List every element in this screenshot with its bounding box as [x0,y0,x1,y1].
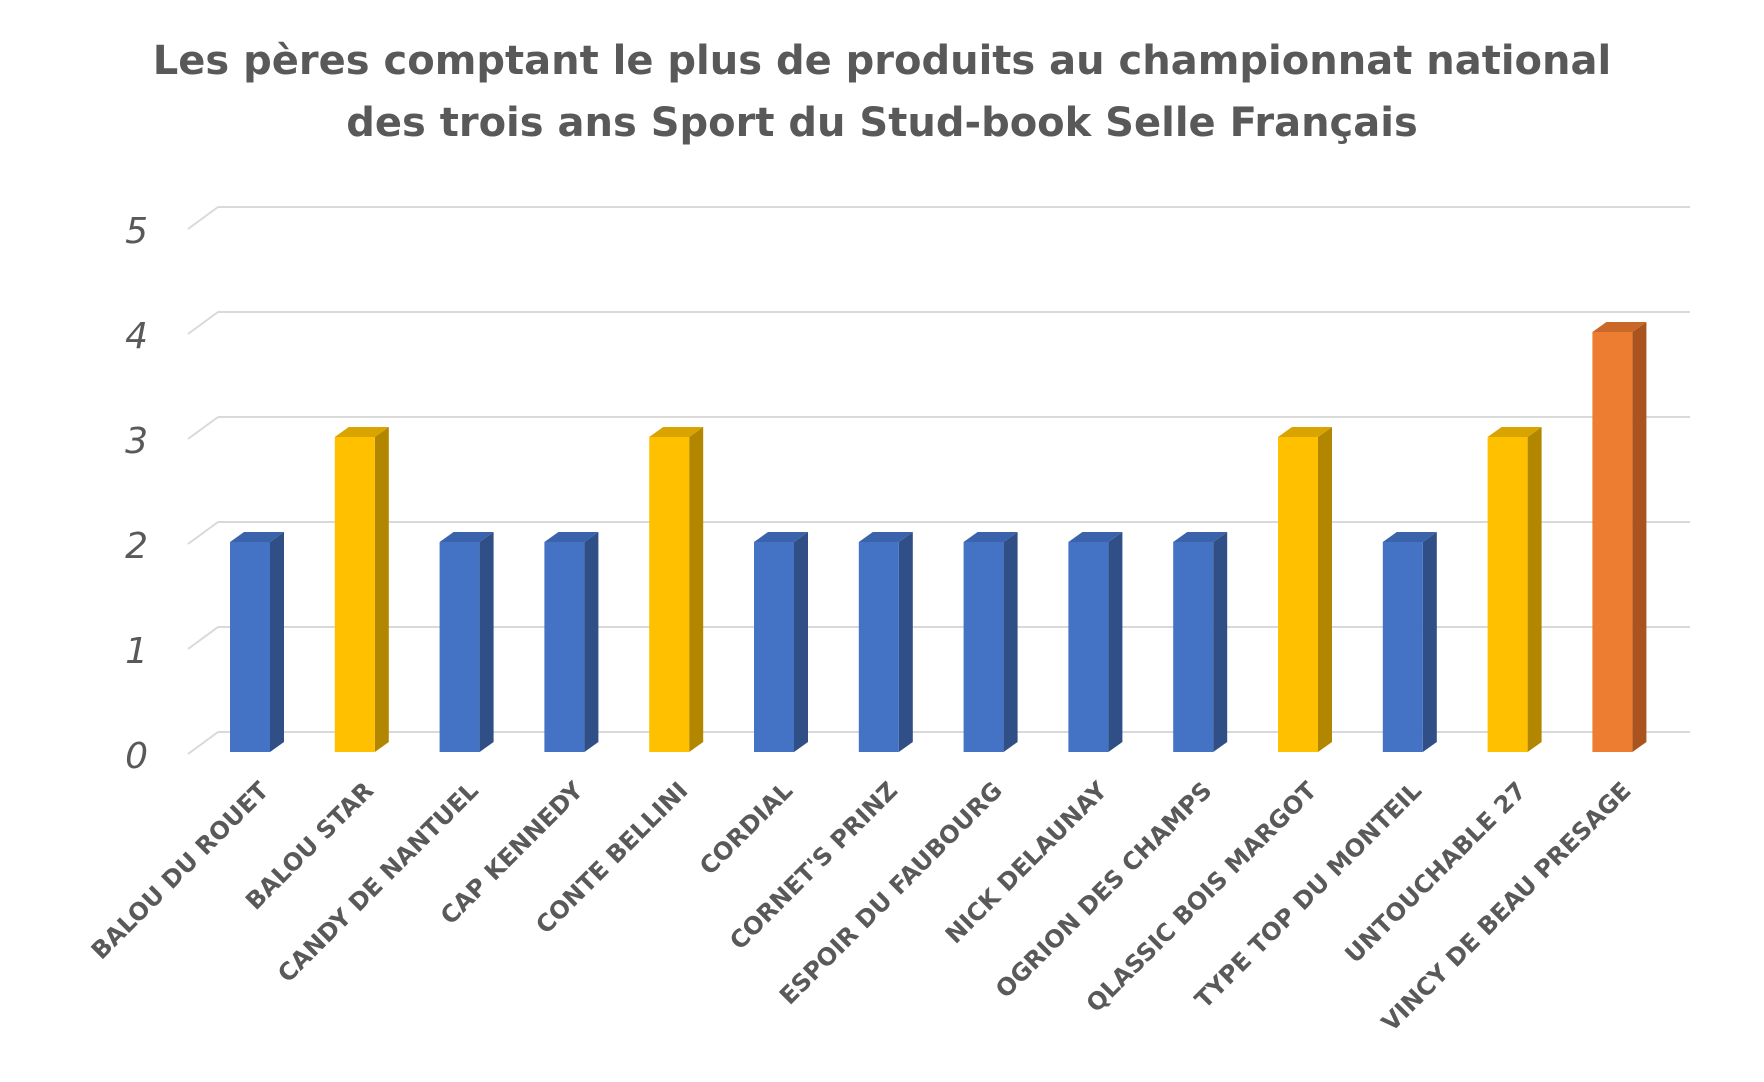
y-tick-label: 4 [125,316,148,357]
y-tick-label: 0 [125,736,148,777]
bar [1487,427,1542,752]
y-tick-label: 3 [125,421,148,462]
bar [1382,532,1437,752]
x-tick-label: TYPE TOP DU MONTEIL [1189,776,1427,1014]
bar [754,532,808,752]
x-tick-label: ESPOIR DU FAUBOURG [774,776,1008,1010]
bar [230,532,284,752]
gridline [187,206,1690,230]
gridline [187,731,1690,755]
x-tick-label: BALOU DU ROUET [86,776,275,965]
bar [963,532,1018,752]
gridline [187,311,1690,335]
x-tick-label: CANDY DE NANTUEL [272,776,484,988]
gridline [187,626,1690,650]
y-tick-label: 2 [125,526,148,567]
x-tick-label: CORDIAL [694,776,798,880]
gridlines [187,206,1690,755]
chart-title: Les pères comptant le plus de produits a… [153,38,1611,146]
y-tick-label: 1 [125,631,148,672]
bar [334,427,389,752]
x-tick-label: OGRION DES CHAMPS [990,776,1217,1003]
bar [544,532,599,752]
bars [230,322,1647,752]
chart-title-line-1: Les pères comptant le plus de produits a… [153,38,1611,84]
gridline [187,416,1690,440]
bar [858,532,913,752]
bar [649,427,704,752]
gridline [187,521,1690,545]
bar [1278,427,1332,752]
y-tick-label: 5 [125,211,148,252]
bar [1173,532,1228,752]
bar [439,532,494,752]
bar [1068,532,1123,752]
y-axis-tick-labels: 0 1 2 3 4 5 [125,211,148,777]
x-tick-label: UNTOUCHABLE 27 [1340,776,1532,968]
bar [1592,322,1647,752]
chart-title-line-2: des trois ans Sport du Stud-book Selle F… [346,100,1418,146]
